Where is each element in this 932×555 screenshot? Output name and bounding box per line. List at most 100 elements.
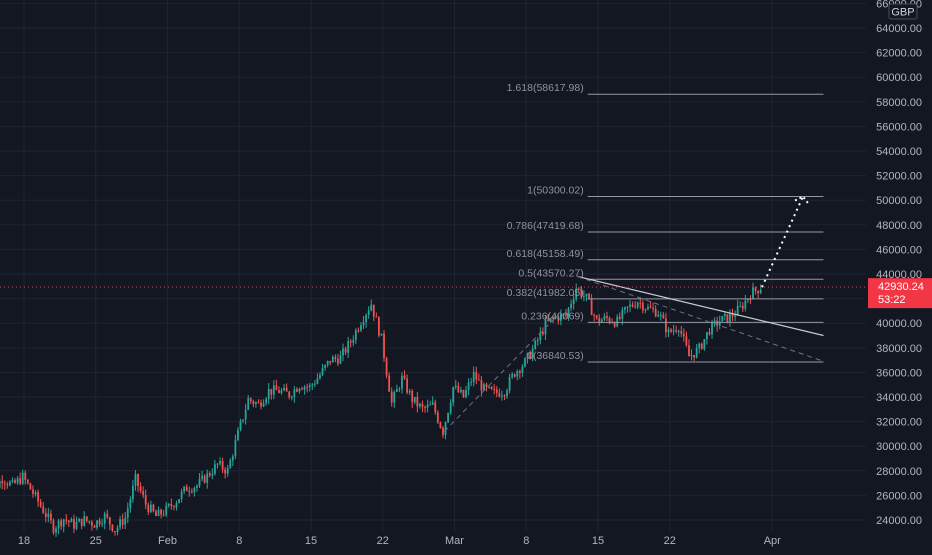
x-tick-label: 25 xyxy=(90,535,102,547)
candle-body xyxy=(316,378,319,384)
candle-body xyxy=(424,407,426,409)
candle-body xyxy=(121,519,124,525)
fib-retracement[interactable]: 0(36840.53) 0.236(40069) 0.382(41982.05) 0.… xyxy=(507,82,824,363)
candle-body xyxy=(554,316,557,319)
x-axis[interactable]: 18 25 Feb 8 15 22 Mar 8 15 22 Apr xyxy=(18,535,781,547)
candle-body xyxy=(677,330,680,332)
candle-body xyxy=(726,314,729,323)
candle-body xyxy=(221,461,224,470)
projection-arrow[interactable] xyxy=(761,195,810,288)
candle-body xyxy=(624,307,626,310)
candle-body xyxy=(524,358,526,367)
candle-body xyxy=(518,371,521,373)
candle-body xyxy=(700,343,703,349)
candle-body xyxy=(654,308,657,317)
candle-body xyxy=(739,305,742,307)
x-tick-label: 22 xyxy=(664,535,676,547)
candle-body xyxy=(552,317,555,319)
y-tick-label: 46000.00 xyxy=(876,244,922,256)
candle-body xyxy=(203,475,206,483)
fib-level-label: 1(50300.02) xyxy=(527,185,584,197)
y-tick-label: 48000.00 xyxy=(876,220,922,232)
candle-body xyxy=(408,390,411,393)
candle-body xyxy=(659,314,662,316)
candle-body xyxy=(175,503,178,508)
candle-body xyxy=(378,317,380,336)
candle-body xyxy=(67,520,70,523)
candle-body xyxy=(393,392,396,403)
candle-body xyxy=(398,388,401,390)
y-tick-label: 28000.00 xyxy=(876,466,922,478)
candle-body xyxy=(672,330,675,332)
currency-badge[interactable]: GBP xyxy=(888,3,918,20)
fib-level-label: 0.382(41982.05) xyxy=(507,287,584,299)
candle-body xyxy=(252,401,255,405)
candle-body xyxy=(744,300,747,309)
candle-body xyxy=(57,520,60,529)
candle-body xyxy=(513,374,516,377)
candle-body xyxy=(749,298,752,300)
candle-body xyxy=(114,531,116,533)
candle-body xyxy=(580,288,583,297)
candle-body xyxy=(55,528,57,533)
candle-body xyxy=(231,456,234,461)
y-tick-label: 44000.00 xyxy=(876,269,922,281)
y-tick-label: 38000.00 xyxy=(876,343,922,355)
candle-body xyxy=(757,290,760,294)
candle-body xyxy=(362,321,365,326)
candle-body xyxy=(734,315,736,317)
candle-body xyxy=(329,360,332,363)
candle-body xyxy=(588,293,590,299)
candle-body xyxy=(162,514,165,516)
candle-body xyxy=(621,309,624,319)
x-tick-label: 8 xyxy=(236,535,242,547)
candle-body xyxy=(680,330,683,334)
candle-body xyxy=(280,390,283,393)
candle-body xyxy=(403,375,406,379)
candle-body xyxy=(723,314,726,316)
countdown-value: 53:22 xyxy=(878,294,906,306)
candle-body xyxy=(152,504,155,512)
candle-body xyxy=(685,336,688,346)
candle-body xyxy=(101,523,104,525)
candle-body xyxy=(434,402,437,413)
candle-body xyxy=(255,402,257,405)
candle-body xyxy=(401,375,403,389)
y-tick-label: 32000.00 xyxy=(876,417,922,429)
candle-body xyxy=(11,480,14,482)
candle-body xyxy=(1,480,4,484)
candle-body xyxy=(472,372,475,383)
candle-body xyxy=(70,518,73,523)
candle-body xyxy=(275,385,278,391)
candle-body xyxy=(80,518,83,526)
y-tick-label: 26000.00 xyxy=(876,490,922,502)
candle-body xyxy=(759,290,762,294)
candle-body xyxy=(219,461,221,464)
candle-body xyxy=(226,468,229,474)
candle-body xyxy=(290,396,293,398)
candle-body xyxy=(639,302,642,304)
candle-body xyxy=(93,525,96,528)
candle-body xyxy=(367,310,370,315)
projection-line xyxy=(761,196,804,288)
candle-body xyxy=(608,317,611,323)
candle-body xyxy=(229,460,232,469)
candle-body xyxy=(244,409,247,420)
candle-body xyxy=(357,330,360,332)
candle-body xyxy=(144,495,147,505)
trendlines[interactable] xyxy=(443,275,824,432)
y-tick-label: 36000.00 xyxy=(876,367,922,379)
candle-body xyxy=(352,340,355,343)
last-price-value: 42930.24 xyxy=(878,281,924,293)
currency-badge-label: GBP xyxy=(891,7,914,19)
candle-body xyxy=(711,321,713,335)
candle-body xyxy=(193,487,196,493)
candle-body xyxy=(267,388,270,399)
x-tick-label: 15 xyxy=(592,535,604,547)
x-tick-label: Mar xyxy=(445,535,464,547)
y-tick-label: 52000.00 xyxy=(876,171,922,183)
candle-body xyxy=(285,387,288,392)
currency-badge-box xyxy=(888,3,918,20)
